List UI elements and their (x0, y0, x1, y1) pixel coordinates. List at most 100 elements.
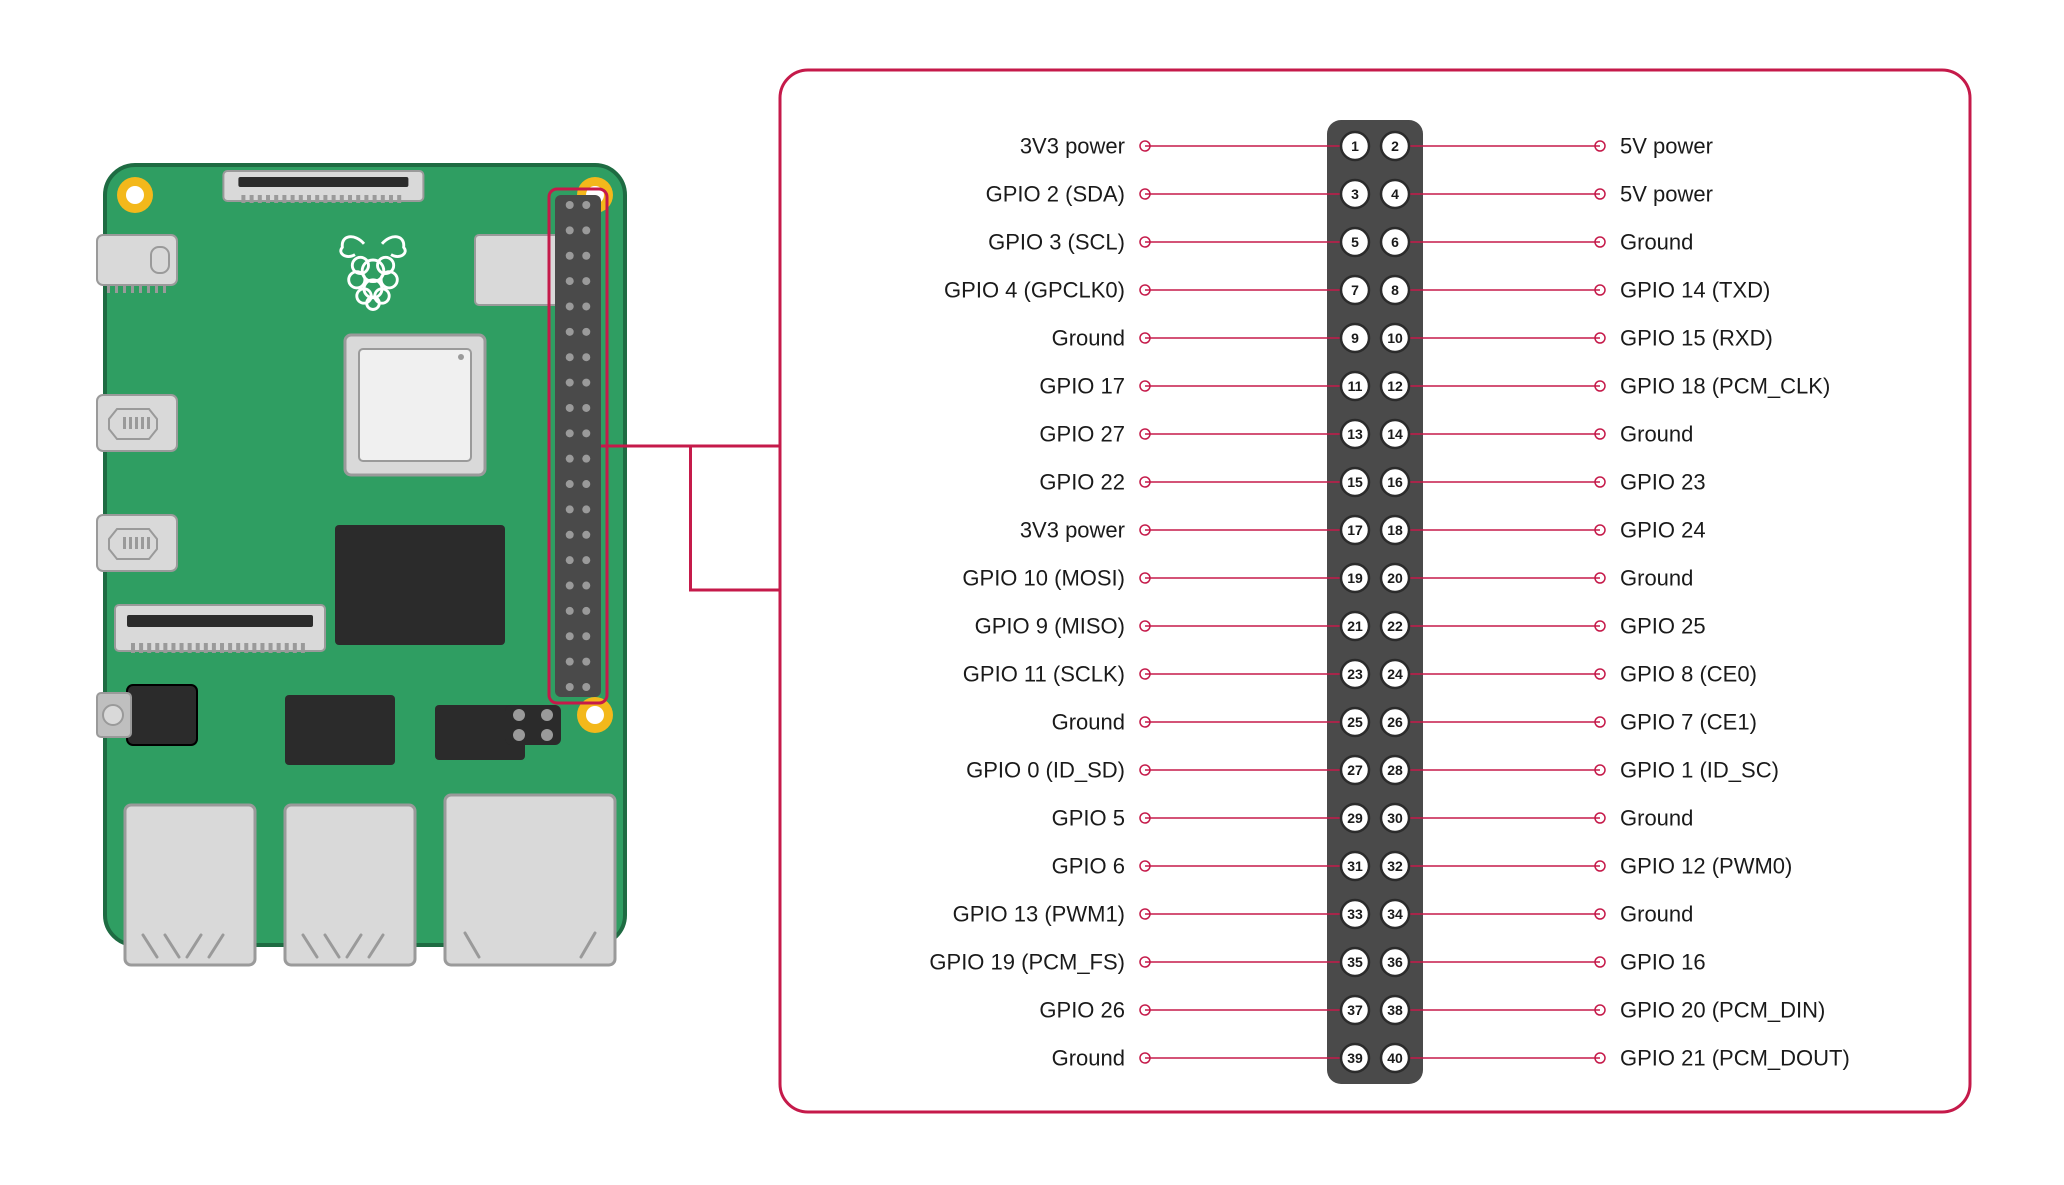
svg-text:16: 16 (1387, 474, 1403, 490)
pin-1: 1 (1341, 132, 1369, 160)
pin-26: 26 (1381, 708, 1409, 736)
pin-label-right-14: Ground (1620, 422, 1693, 447)
svg-text:24: 24 (1387, 666, 1403, 682)
pin-label-right-24: GPIO 8 (CE0) (1620, 662, 1757, 687)
pin-35: 35 (1341, 948, 1369, 976)
svg-text:7: 7 (1351, 282, 1359, 298)
pin-37: 37 (1341, 996, 1369, 1024)
svg-text:27: 27 (1347, 762, 1363, 778)
pin-9: 9 (1341, 324, 1369, 352)
pin-38: 38 (1381, 996, 1409, 1024)
pin-17: 17 (1341, 516, 1369, 544)
svg-text:35: 35 (1347, 954, 1363, 970)
pin-label-left-23: GPIO 11 (SCLK) (963, 662, 1125, 687)
pin-label-right-38: GPIO 20 (PCM_DIN) (1620, 998, 1825, 1023)
pin-label-left-9: Ground (1052, 326, 1125, 351)
gpio-pinout-diagram: 123V3 power5V power34GPIO 2 (SDA)5V powe… (0, 0, 2064, 1185)
pin-20: 20 (1381, 564, 1409, 592)
pin-label-right-6: Ground (1620, 230, 1693, 255)
pin-label-left-17: 3V3 power (1020, 518, 1125, 543)
svg-text:2: 2 (1391, 138, 1399, 154)
pin-label-right-28: GPIO 1 (ID_SC) (1620, 758, 1779, 783)
header-body (1327, 120, 1423, 1084)
svg-text:11: 11 (1348, 378, 1363, 394)
pin-7: 7 (1341, 276, 1369, 304)
pin-label-right-20: Ground (1620, 566, 1693, 591)
svg-text:19: 19 (1347, 570, 1363, 586)
pin-12: 12 (1381, 372, 1409, 400)
pin-label-left-33: GPIO 13 (PWM1) (953, 902, 1125, 927)
svg-text:5: 5 (1351, 234, 1359, 250)
pin-13: 13 (1341, 420, 1369, 448)
svg-text:36: 36 (1387, 954, 1403, 970)
svg-text:1: 1 (1351, 138, 1359, 154)
pin-4: 4 (1381, 180, 1409, 208)
pin-27: 27 (1341, 756, 1369, 784)
pin-25: 25 (1341, 708, 1369, 736)
pin-label-right-32: GPIO 12 (PWM0) (1620, 854, 1792, 879)
pin-label-left-1: 3V3 power (1020, 134, 1125, 159)
pin-label-right-18: GPIO 24 (1620, 518, 1706, 543)
pi-board (97, 165, 625, 965)
pin-label-left-15: GPIO 22 (1039, 470, 1125, 495)
pin-19: 19 (1341, 564, 1369, 592)
svg-text:20: 20 (1387, 570, 1403, 586)
connector-line (601, 446, 780, 590)
pin-5: 5 (1341, 228, 1369, 256)
pin-label-right-30: Ground (1620, 806, 1693, 831)
svg-text:34: 34 (1387, 906, 1403, 922)
pin-31: 31 (1341, 852, 1369, 880)
pin-label-right-10: GPIO 15 (RXD) (1620, 326, 1773, 351)
pin-40: 40 (1381, 1044, 1409, 1072)
svg-text:14: 14 (1387, 426, 1403, 442)
pin-36: 36 (1381, 948, 1409, 976)
svg-text:29: 29 (1347, 810, 1363, 826)
svg-text:21: 21 (1347, 618, 1363, 634)
svg-text:28: 28 (1387, 762, 1403, 778)
pin-11: 11 (1341, 372, 1369, 400)
svg-text:37: 37 (1347, 1002, 1363, 1018)
pin-32: 32 (1381, 852, 1409, 880)
pin-28: 28 (1381, 756, 1409, 784)
pin-label-left-35: GPIO 19 (PCM_FS) (929, 950, 1125, 975)
svg-text:39: 39 (1347, 1050, 1363, 1066)
svg-text:30: 30 (1387, 810, 1403, 826)
pin-label-right-40: GPIO 21 (PCM_DOUT) (1620, 1046, 1850, 1071)
svg-text:6: 6 (1391, 234, 1399, 250)
svg-text:31: 31 (1347, 858, 1363, 874)
svg-text:40: 40 (1387, 1050, 1403, 1066)
pin-label-left-7: GPIO 4 (GPCLK0) (944, 278, 1125, 303)
pin-label-left-29: GPIO 5 (1052, 806, 1125, 831)
pin-3: 3 (1341, 180, 1369, 208)
pin-label-right-36: GPIO 16 (1620, 950, 1706, 975)
pin-label-left-21: GPIO 9 (MISO) (975, 614, 1125, 639)
pin-label-left-39: Ground (1052, 1046, 1125, 1071)
pin-label-left-3: GPIO 2 (SDA) (986, 182, 1125, 207)
svg-text:17: 17 (1347, 522, 1363, 538)
pin-label-right-2: 5V power (1620, 134, 1713, 159)
pin-22: 22 (1381, 612, 1409, 640)
svg-text:25: 25 (1347, 714, 1363, 730)
pin-15: 15 (1341, 468, 1369, 496)
svg-text:18: 18 (1387, 522, 1403, 538)
pin-label-left-5: GPIO 3 (SCL) (988, 230, 1125, 255)
pin-16: 16 (1381, 468, 1409, 496)
svg-text:10: 10 (1387, 330, 1403, 346)
pin-label-right-16: GPIO 23 (1620, 470, 1706, 495)
pin-24: 24 (1381, 660, 1409, 688)
pin-label-right-12: GPIO 18 (PCM_CLK) (1620, 374, 1830, 399)
pin-8: 8 (1381, 276, 1409, 304)
svg-text:38: 38 (1387, 1002, 1403, 1018)
pin-23: 23 (1341, 660, 1369, 688)
pin-21: 21 (1341, 612, 1369, 640)
pin-34: 34 (1381, 900, 1409, 928)
svg-text:33: 33 (1347, 906, 1363, 922)
svg-text:12: 12 (1387, 378, 1403, 394)
pin-2: 2 (1381, 132, 1409, 160)
pin-29: 29 (1341, 804, 1369, 832)
pin-30: 30 (1381, 804, 1409, 832)
svg-text:22: 22 (1387, 618, 1403, 634)
diagram-root: 123V3 power5V power34GPIO 2 (SDA)5V powe… (0, 0, 2064, 1185)
pin-label-right-22: GPIO 25 (1620, 614, 1706, 639)
pin-label-left-25: Ground (1052, 710, 1125, 735)
